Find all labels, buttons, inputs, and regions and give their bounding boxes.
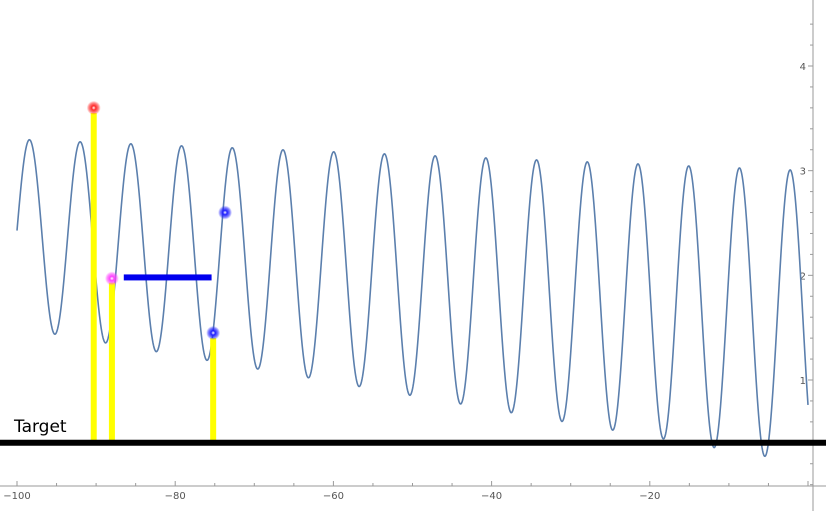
y-tick-label: 1 (800, 376, 806, 387)
series-line (16, 138, 809, 458)
target-group: Target (0, 417, 826, 446)
x-tick-label: −40 (481, 491, 502, 502)
vertical-bar (108, 282, 115, 443)
curve-group (16, 138, 809, 458)
marker-point (104, 271, 119, 286)
y-tick-label: 4 (800, 62, 806, 73)
x-tick-label: −80 (165, 491, 186, 502)
x-tick-label: −60 (323, 491, 344, 502)
y-tick-label: 2 (800, 271, 806, 282)
target-label: Target (13, 417, 67, 437)
y-tick-label: 3 (800, 167, 806, 178)
x-tick-label: −100 (3, 491, 30, 502)
marker-point (218, 205, 233, 220)
marker-point (206, 325, 221, 340)
horizontal-bar (123, 274, 212, 281)
x-tick-label: −20 (639, 491, 660, 502)
vertical-bar (90, 113, 97, 443)
bars-group (90, 113, 217, 443)
marker-point (86, 100, 101, 115)
vertical-bar (210, 338, 217, 443)
markers-group (86, 100, 233, 340)
